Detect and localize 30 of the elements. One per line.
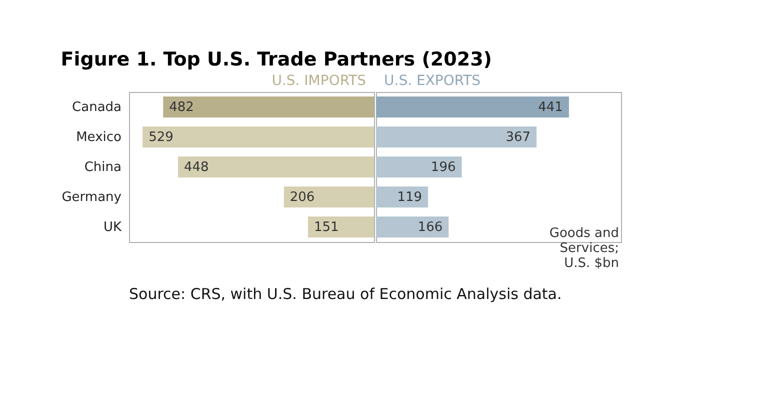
bar xyxy=(284,186,374,208)
series-label: U.S. IMPORTS xyxy=(272,73,366,89)
data-label: 367 xyxy=(506,130,531,145)
annotation: Goods and Services; U.S. $bn xyxy=(549,226,619,271)
bar xyxy=(376,126,537,148)
bar xyxy=(308,216,374,238)
y-tick-label: Canada xyxy=(72,100,122,115)
data-label: 529 xyxy=(148,130,174,145)
data-label: 482 xyxy=(169,100,194,115)
data-label: 206 xyxy=(290,190,315,205)
y-tick-label: Germany xyxy=(62,190,122,205)
data-label: 151 xyxy=(314,220,339,235)
y-tick-label: China xyxy=(84,160,122,175)
source-note: Source: CRS, with U.S. Bureau of Economic Analysis data. xyxy=(129,285,562,303)
chart-title: Figure 1. Top U.S. Trade Partners (2023) xyxy=(60,48,492,70)
data-label: 448 xyxy=(184,160,209,175)
bar xyxy=(163,96,374,118)
y-tick-label: UK xyxy=(103,220,122,235)
data-label: 196 xyxy=(430,160,456,175)
series-label: U.S. EXPORTS xyxy=(384,73,481,89)
bar xyxy=(376,96,569,118)
data-label: 441 xyxy=(538,100,563,115)
bar xyxy=(376,216,449,238)
data-label: 166 xyxy=(418,220,443,235)
bar xyxy=(142,126,374,148)
bar xyxy=(376,186,428,208)
data-label: 119 xyxy=(397,190,422,205)
y-tick-label: Mexico xyxy=(76,130,122,145)
bar xyxy=(178,156,374,178)
bar xyxy=(376,156,462,178)
